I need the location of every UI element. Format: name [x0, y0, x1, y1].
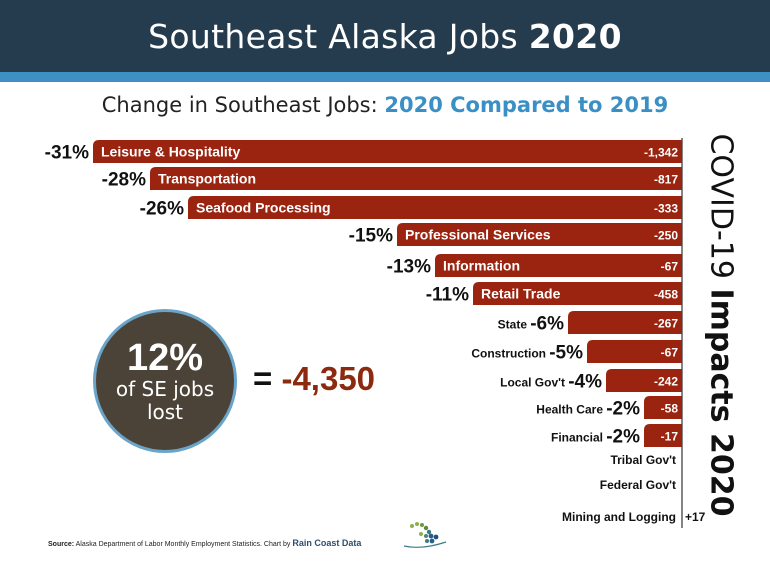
percent-label-information: -13%: [387, 257, 431, 278]
bar-information: [435, 254, 682, 277]
category-label-construction: Construction: [471, 347, 546, 361]
bar-local-gov-t: [606, 369, 682, 392]
job-change-state: -267: [654, 317, 678, 331]
category-label-tribal-gov-t: Tribal Gov't: [610, 453, 676, 467]
page-title: Southeast Alaska Jobs 2020: [148, 17, 622, 56]
category-label-leisure-hospitality: Leisure & Hospitality: [101, 144, 240, 160]
bar-professional-services: [397, 223, 682, 246]
job-change-leisure-hospitality: -1,342: [644, 146, 678, 160]
summary-line1: of SE jobs: [115, 377, 215, 401]
bar-health-care: [644, 396, 682, 419]
side-label: COVID-19 Impacts 2020: [676, 130, 766, 520]
bar-construction: [587, 340, 682, 363]
job-change-financial: -17: [661, 430, 679, 444]
percent-label-health-care: -2%: [606, 399, 640, 420]
percent-label-construction: -5%: [549, 343, 583, 364]
job-change-construction: -67: [661, 346, 679, 360]
side-label-text: COVID-19 Impacts 2020: [704, 133, 739, 516]
percent-label-retail-trade: -11%: [426, 285, 469, 306]
percent-label-local-gov-t: -4%: [568, 372, 602, 393]
bar-seafood-processing: [188, 196, 682, 219]
job-change-information: -67: [661, 260, 679, 274]
category-label-financial: Financial: [551, 431, 603, 445]
job-change-transportation: -817: [654, 173, 678, 187]
job-change-seafood-processing: -333: [654, 202, 678, 216]
category-label-seafood-processing: Seafood Processing: [196, 200, 331, 216]
page-title-year: 2020: [528, 16, 622, 56]
category-label-information: Information: [443, 258, 520, 274]
chart-subtitle: Change in Southeast Jobs: 2020 Compared …: [0, 93, 770, 117]
bar-transportation: [150, 167, 682, 190]
bar-financial: [644, 424, 682, 447]
summary-line2: lost: [146, 400, 184, 424]
bar-state: [568, 311, 682, 334]
bar-retail-trade: [473, 282, 682, 305]
job-change-health-care: -58: [661, 402, 679, 416]
category-label-state: State: [498, 318, 528, 332]
page-title-regular: Southeast Alaska Jobs: [148, 16, 529, 56]
equals-sign: =: [253, 360, 273, 397]
percent-label-financial: -2%: [606, 427, 640, 448]
job-change-retail-trade: -458: [654, 288, 678, 302]
header-stripe: [0, 72, 770, 82]
total-value: -4,350: [281, 360, 376, 397]
category-label-federal-gov-t: Federal Gov't: [600, 478, 676, 492]
header-bar: Southeast Alaska Jobs 2020: [0, 0, 770, 72]
category-label-local-gov-t: Local Gov't: [500, 376, 565, 390]
subtitle-highlight: 2020 Compared to 2019: [384, 93, 669, 117]
job-change-local-gov-t: -242: [654, 375, 678, 389]
job-change-mining-and-logging: +17: [685, 510, 706, 524]
category-label-health-care: Health Care: [536, 403, 603, 417]
total-jobs-lost: = -4,350: [253, 360, 375, 398]
percent-label-state: -6%: [530, 314, 564, 335]
category-label-transportation: Transportation: [158, 171, 256, 187]
category-label-retail-trade: Retail Trade: [481, 286, 561, 302]
brand-name: Rain Coast Data: [292, 538, 362, 548]
percent-label-leisure-hospitality: -31%: [45, 143, 89, 164]
category-label-professional-services: Professional Services: [405, 227, 551, 243]
side-label-regular: COVID-19: [703, 133, 739, 289]
subtitle-regular: Change in Southeast Jobs:: [101, 93, 385, 117]
side-label-bold: Impacts 2020: [703, 288, 739, 517]
job-change-professional-services: -250: [654, 229, 678, 243]
source-note: Source: Alaska Department of Labor Month…: [48, 538, 361, 548]
source-label: Source:: [48, 541, 75, 548]
rain-coast-logo-icon: [403, 522, 447, 548]
source-text: Alaska Department of Labor Monthly Emplo…: [74, 541, 293, 548]
summary-circle: 12% of SE jobs lost: [93, 309, 237, 453]
percent-label-professional-services: -15%: [349, 226, 393, 247]
percent-label-seafood-processing: -26%: [140, 199, 184, 220]
percent-label-transportation: -28%: [102, 170, 146, 191]
summary-percent: 12%: [126, 337, 204, 379]
category-label-mining-and-logging: Mining and Logging: [562, 510, 676, 524]
bar-leisure-hospitality: [93, 140, 682, 163]
